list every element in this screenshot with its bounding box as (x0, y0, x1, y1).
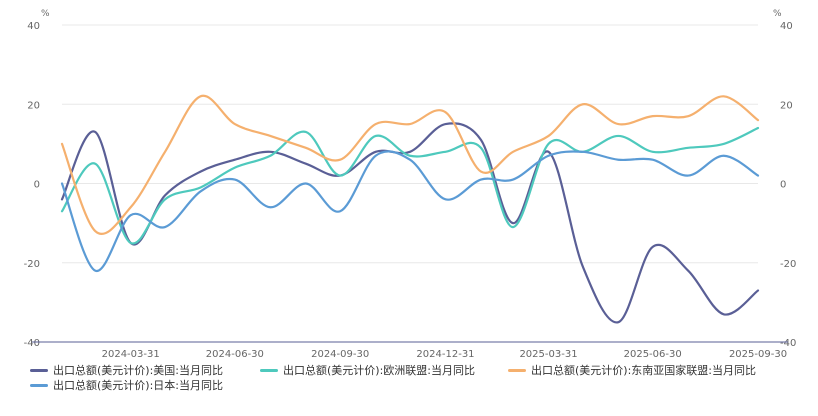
y-tick-label-left: 40 (27, 21, 40, 32)
legend-item-japan[interactable]: 出口总额(美元计价):日本:当月同比 (30, 377, 223, 393)
legend-item-eu[interactable]: 出口总额(美元计价):欧洲联盟:当月同比 (260, 362, 475, 378)
y-tick-label-right: -20 (780, 259, 796, 270)
y-tick-label-right: 0 (780, 180, 786, 191)
legend-item-asean[interactable]: 出口总额(美元计价):东南亚国家联盟:当月同比 (508, 362, 756, 378)
y-tick-label-right: 20 (780, 100, 793, 111)
legend-swatch (30, 383, 48, 387)
y-tick-label-left: -40 (24, 338, 40, 349)
x-tick-label: 2024-09-30 (311, 349, 369, 360)
legend-label: 出口总额(美元计价):欧洲联盟:当月同比 (283, 364, 475, 377)
right-unit-label: % (773, 9, 782, 19)
y-tick-label-left: 20 (27, 100, 40, 111)
x-tick-label: 2025-09-30 (729, 349, 787, 360)
x-tick-label: 2024-03-31 (102, 349, 160, 360)
legend-label: 出口总额(美元计价):东南亚国家联盟:当月同比 (531, 364, 756, 377)
series-line-eu (60, 126, 760, 245)
legend-swatch (30, 368, 48, 372)
legend-label: 出口总额(美元计价):日本:当月同比 (53, 379, 223, 392)
series-lines (60, 94, 760, 324)
series-line-asean (60, 94, 760, 235)
y-tick-label-right: -40 (780, 338, 796, 349)
right-y-axis: 40 20 0 -20 -40 (780, 21, 796, 349)
left-y-axis: 40 20 0 -20 -40 (24, 21, 40, 349)
legend-label: 出口总额(美元计价):美国:当月同比 (53, 364, 223, 377)
series-line-japan (60, 150, 760, 272)
x-tick-label: 2024-12-31 (416, 349, 474, 360)
left-unit-label: % (41, 9, 50, 19)
y-tick-label-left: 0 (34, 180, 40, 191)
x-tick-label: 2025-03-31 (519, 349, 577, 360)
y-tick-label-left: -20 (24, 259, 40, 270)
legend-swatch (260, 368, 278, 372)
grid-lines (62, 24, 758, 343)
x-tick-label: 2024-06-30 (206, 349, 264, 360)
legend-swatch (508, 368, 526, 372)
x-tick-label: 2025-06-30 (624, 349, 682, 360)
series-line-usa (60, 122, 760, 324)
y-tick-label-right: 40 (780, 21, 793, 32)
x-axis: 2024-03-31 2024-06-30 2024-09-30 2024-12-31… (32, 341, 788, 360)
legend-item-usa[interactable]: 出口总额(美元计价):美国:当月同比 (30, 362, 223, 378)
